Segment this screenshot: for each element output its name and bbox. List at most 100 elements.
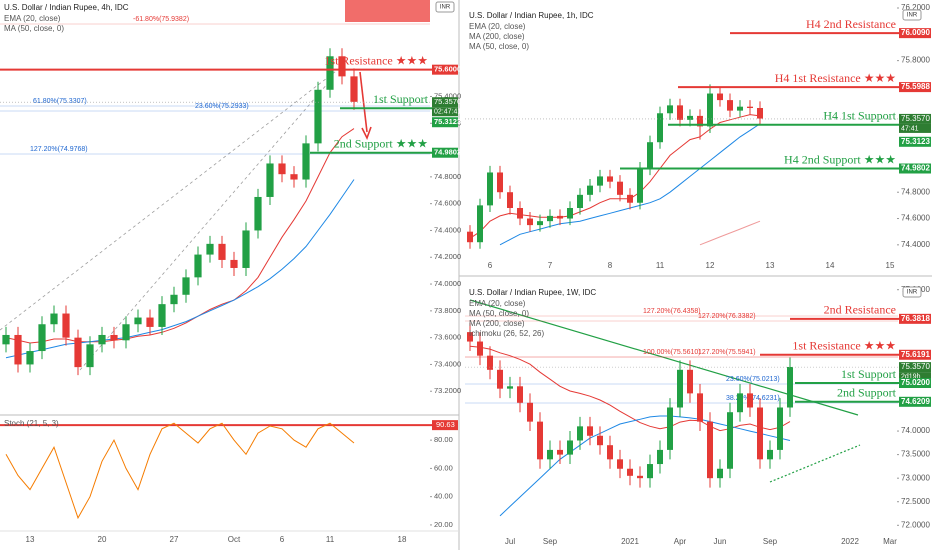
legend-entry: MA (50, close, 0) — [4, 24, 64, 33]
candle-body — [737, 393, 743, 413]
y-tick-label: 80.00 — [434, 435, 453, 444]
candle-body — [517, 208, 523, 219]
chart-title: U.S. Dollar / Indian Rupee, 1W, IDC — [469, 288, 596, 297]
stoch-level-box — [432, 420, 458, 431]
candle-body — [467, 231, 473, 243]
level-value-box — [899, 136, 931, 147]
projection-line — [79, 74, 336, 371]
candle-body — [497, 172, 503, 193]
y-tick-label: 73.2000 — [434, 386, 461, 395]
legend-entry: EMA (20, close) — [469, 22, 526, 31]
candle-body — [50, 313, 58, 325]
indicator-line — [699, 220, 761, 246]
stoch-line — [5, 422, 355, 520]
candle-body — [86, 344, 94, 368]
candle-body — [557, 449, 563, 455]
x-tick-label: 11 — [326, 535, 335, 544]
y-tick-label: 72.5000 — [901, 497, 930, 506]
price-box — [432, 97, 458, 108]
candle-body — [747, 393, 753, 408]
level-value-box — [432, 64, 458, 75]
legend-entry: EMA (20, close) — [469, 299, 526, 308]
x-tick-label: 15 — [886, 261, 895, 270]
y-tick-label: 73.8000 — [434, 306, 461, 315]
candle-body — [158, 304, 166, 327]
level-label: 2nd Support — [837, 386, 897, 400]
x-tick-label: Sep — [763, 537, 778, 546]
candle-body — [278, 163, 286, 175]
candle-body — [707, 421, 713, 479]
support-trend — [769, 444, 861, 483]
level-label: H4 2nd Support ★★★ — [784, 152, 896, 166]
level-value: 74.9802 — [901, 164, 930, 173]
y-tick-label: 75.8000 — [901, 56, 930, 65]
countdown: 02:47:41 — [434, 109, 461, 116]
candle-body — [477, 341, 483, 356]
candle-body — [467, 332, 473, 342]
y-tick-label: 74.0000 — [434, 279, 461, 288]
fib-label: 61.80%(75.3307) — [33, 98, 87, 105]
candle-body — [74, 337, 82, 368]
x-tick-label: Sep — [543, 537, 558, 546]
candle-body — [507, 386, 513, 389]
y-tick-label: 73.0000 — [901, 473, 930, 482]
candle-body — [134, 317, 142, 325]
candle-body — [242, 230, 250, 268]
level-value: 76.3818 — [901, 314, 930, 323]
fib-label: 127.20%(76.3382) — [698, 313, 756, 320]
x-tick-label: Oct — [228, 535, 241, 544]
fib-label: 100.00%(75.5610) — [643, 349, 701, 356]
level-label: H4 1st Resistance ★★★ — [775, 71, 896, 85]
x-tick-label: 27 — [170, 535, 179, 544]
currency-badge — [435, 1, 455, 13]
level-value-box — [899, 396, 931, 407]
x-tick-label: Apr — [674, 537, 687, 546]
candle-body — [507, 192, 513, 208]
x-tick-label: 14 — [826, 261, 835, 270]
x-tick-label: 2021 — [621, 537, 639, 546]
level-label: 1st Resistance ★★★ — [324, 53, 428, 67]
level-value-box — [899, 163, 931, 174]
fib-label: -61.80%(75.9382) — [133, 16, 189, 23]
candle-body — [110, 334, 118, 341]
level-label: 1st Resistance ★★★ — [792, 339, 896, 353]
legend-entry: Ichimoku (26, 52, 26) — [469, 329, 544, 338]
y-tick-label: 73.6000 — [434, 333, 461, 342]
candle-body — [637, 168, 643, 203]
countdown-box — [899, 372, 931, 382]
candle-body — [617, 181, 623, 195]
x-tick-label: 6 — [280, 535, 285, 544]
level-value: 74.6209 — [901, 397, 930, 406]
candle-body — [697, 115, 703, 127]
x-tick-label: Jun — [714, 537, 727, 546]
fib-label: 23.60%(75.0213) — [726, 376, 780, 383]
price-label: 75.3570 — [434, 97, 461, 106]
y-tick-label: 74.4000 — [901, 240, 930, 249]
x-tick-label: 8 — [608, 261, 613, 270]
candle-body — [667, 105, 673, 114]
x-tick-label: 20 — [98, 535, 107, 544]
candle-body — [597, 176, 603, 186]
candle-body — [547, 215, 553, 222]
candle-body — [687, 115, 693, 120]
indicator-line — [499, 415, 791, 517]
level-label: 1st Support — [373, 92, 429, 106]
candle-body — [557, 215, 563, 219]
candle-body — [637, 475, 643, 479]
candle-body — [487, 355, 493, 370]
y-tick-label: 72.0000 — [901, 520, 930, 529]
candle-body — [717, 93, 723, 101]
x-tick-label: 13 — [26, 535, 35, 544]
legend-entry: MA (200, close) — [469, 319, 525, 328]
candle-body — [170, 294, 178, 305]
candle-body — [677, 369, 683, 408]
y-tick-label: 74.0000 — [901, 426, 930, 435]
target-zone — [345, 0, 430, 22]
y-tick-label: 20.00 — [434, 520, 453, 529]
fib-label: 127.20%(76.4358) — [643, 308, 701, 315]
candle-body — [587, 426, 593, 436]
candle-body — [597, 435, 603, 446]
candle-body — [146, 317, 154, 327]
